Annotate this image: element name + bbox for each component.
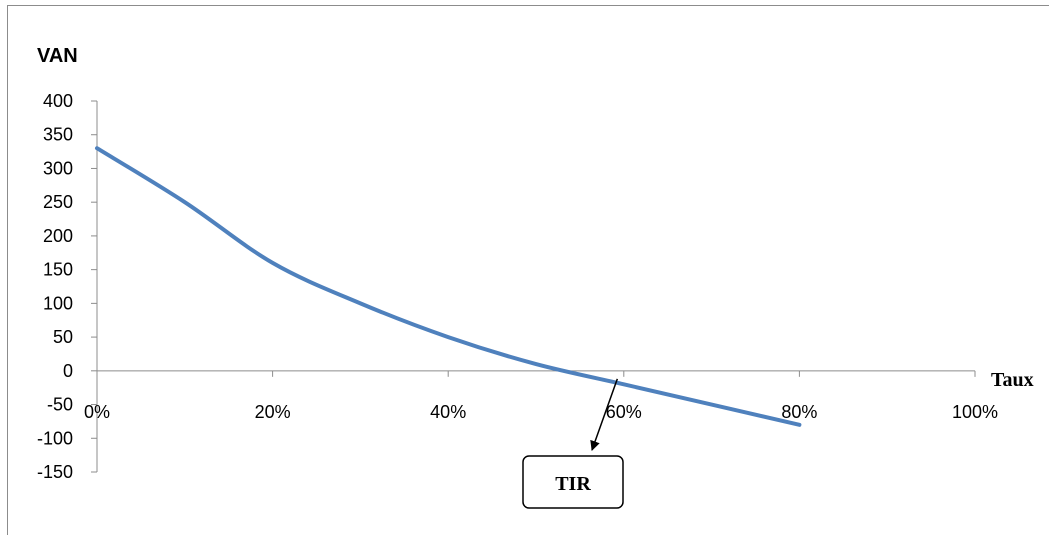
x-tick-label: 0% [84, 402, 110, 422]
tir-annotation: TIR [522, 378, 624, 509]
y-axis-label: VAN [37, 45, 78, 67]
y-tick-label: 100 [43, 293, 73, 313]
y-tick-group: 400 350 300 250 200 150 100 50 0 -50 -100 -150 [37, 91, 97, 482]
y-tick-label: -100 [37, 428, 73, 448]
x-tick-label: 80% [781, 402, 817, 422]
y-tick-label: 250 [43, 192, 73, 212]
y-tick-label: 350 [43, 125, 73, 145]
y-tick-label: 300 [43, 158, 73, 178]
y-tick-label: 400 [43, 91, 73, 111]
x-tick-label: 40% [430, 402, 466, 422]
tir-label: TIR [555, 473, 591, 495]
chart-frame [7, 5, 1049, 535]
x-tick-label: 20% [255, 402, 291, 422]
y-tick-label: -150 [37, 462, 73, 482]
x-axis-label: Taux [991, 369, 1034, 391]
npv-series-line [95, 146, 802, 427]
x-tick-label: 60% [606, 402, 642, 422]
y-tick-label: 0 [63, 361, 73, 381]
axes [96, 101, 975, 472]
y-tick-label: 150 [43, 260, 73, 280]
x-tick-label: 100% [952, 402, 998, 422]
tir-arrow [590, 378, 619, 451]
y-tick-label: 200 [43, 226, 73, 246]
tir-callout-box [522, 455, 624, 509]
x-tick-group: 0% 20% 40% 60% 80% 100% [84, 370, 998, 422]
y-tick-label: 50 [53, 327, 73, 347]
y-tick-label: -50 [47, 395, 73, 415]
